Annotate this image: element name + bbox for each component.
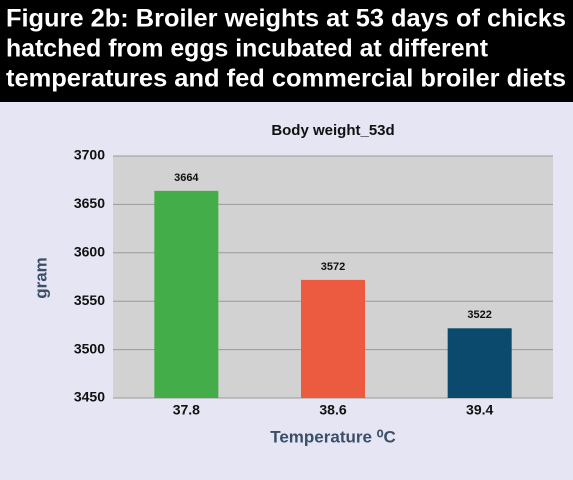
header-band — [0, 0, 573, 102]
x-tick-label: 39.4 — [466, 402, 493, 418]
bar — [447, 328, 512, 398]
value-label: 3522 — [467, 309, 491, 321]
x-axis-title: Temperature ⁰C — [270, 427, 396, 446]
chart-title: Body weight_53d — [271, 122, 394, 139]
figure-title: temperatures and fed commercial broiler … — [6, 65, 566, 93]
y-tick-label: 3600 — [74, 244, 105, 260]
x-tick-label: 37.8 — [173, 402, 200, 418]
figure-title: Figure 2b: Broiler weights at 53 days of… — [6, 5, 566, 33]
y-tick-label: 3650 — [74, 195, 105, 211]
bar — [301, 279, 365, 398]
bar — [154, 190, 219, 398]
value-label: 3572 — [321, 261, 345, 273]
y-tick-label: 3500 — [74, 340, 105, 356]
y-tick-label: 3550 — [74, 292, 105, 308]
y-tick-label: 3450 — [74, 389, 105, 405]
figure-title: hatched from eggs incubated at different — [6, 35, 489, 63]
y-axis-title: gram — [31, 257, 50, 299]
value-label: 3664 — [174, 172, 199, 184]
y-tick-label: 3700 — [74, 147, 105, 163]
x-tick-label: 38.6 — [319, 402, 346, 418]
